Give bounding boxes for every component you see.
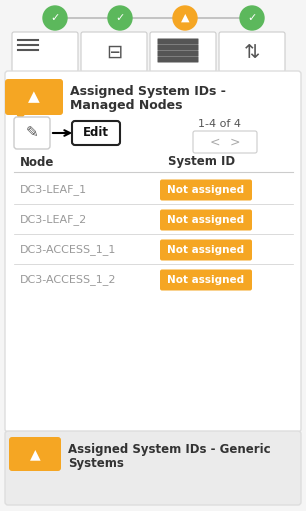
Text: <: < [210,135,220,149]
Text: ▲: ▲ [28,89,40,105]
FancyBboxPatch shape [5,79,63,115]
Text: 1-4 of 4: 1-4 of 4 [199,119,241,129]
Text: ✎: ✎ [26,126,38,141]
Text: DC3-ACCESS_1_2: DC3-ACCESS_1_2 [20,274,117,286]
Text: Systems: Systems [68,457,124,471]
Text: Not assigned: Not assigned [167,275,244,285]
Text: Managed Nodes: Managed Nodes [70,99,182,111]
Text: ⊟: ⊟ [106,42,122,61]
Circle shape [108,6,132,30]
Text: Not assigned: Not assigned [167,185,244,195]
FancyBboxPatch shape [158,57,199,62]
Text: DC3-LEAF_1: DC3-LEAF_1 [20,184,87,195]
FancyBboxPatch shape [5,431,301,505]
FancyBboxPatch shape [158,38,199,44]
Text: Assigned System IDs -: Assigned System IDs - [70,85,226,99]
Text: ✓: ✓ [115,13,125,23]
FancyBboxPatch shape [158,44,199,51]
FancyBboxPatch shape [219,32,285,72]
Text: Not assigned: Not assigned [167,245,244,255]
Text: ✓: ✓ [50,13,60,23]
Text: DC3-ACCESS_1_1: DC3-ACCESS_1_1 [20,245,116,256]
FancyBboxPatch shape [5,71,301,432]
Text: Not assigned: Not assigned [167,215,244,225]
Circle shape [43,6,67,30]
FancyBboxPatch shape [160,179,252,200]
FancyBboxPatch shape [9,437,61,471]
Text: Edit: Edit [83,127,109,140]
Text: Assigned System IDs - Generic: Assigned System IDs - Generic [68,444,271,456]
Text: Node: Node [20,155,54,169]
Polygon shape [16,112,26,120]
Text: ✓: ✓ [247,13,257,23]
FancyBboxPatch shape [160,210,252,230]
Circle shape [240,6,264,30]
FancyBboxPatch shape [81,32,147,72]
FancyBboxPatch shape [72,121,120,145]
Text: ▲: ▲ [181,13,189,23]
FancyBboxPatch shape [160,269,252,290]
Text: >: > [230,135,240,149]
Text: ▲: ▲ [30,447,40,461]
Circle shape [173,6,197,30]
FancyBboxPatch shape [14,117,50,149]
FancyBboxPatch shape [158,51,199,57]
FancyBboxPatch shape [160,240,252,261]
FancyBboxPatch shape [150,32,216,72]
Text: System ID: System ID [168,155,235,169]
Text: DC3-LEAF_2: DC3-LEAF_2 [20,215,87,225]
FancyBboxPatch shape [12,32,78,72]
Text: ⇅: ⇅ [244,42,260,61]
FancyBboxPatch shape [193,131,257,153]
